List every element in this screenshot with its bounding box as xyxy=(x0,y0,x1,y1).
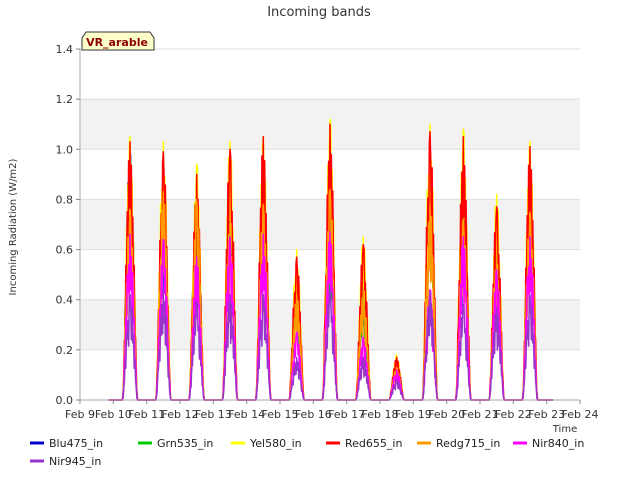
legend-label-Nir840_in: Nir840_in xyxy=(532,437,584,450)
x-tick-label: Feb 21 xyxy=(462,408,499,421)
x-axis-label: Time xyxy=(552,424,577,435)
x-tick-label: Feb 20 xyxy=(428,408,465,421)
y-tick-label: 1.4 xyxy=(56,43,74,56)
x-tick-label: Feb 10 xyxy=(95,408,132,421)
x-tick-label: Feb 19 xyxy=(395,408,432,421)
legend-label-Yel580_in: Yel580_in xyxy=(249,437,302,450)
y-tick-label: 0.6 xyxy=(56,244,74,257)
legend-label-Grn535_in: Grn535_in xyxy=(157,437,213,450)
badge: VR_arable xyxy=(81,31,155,51)
y-tick-label: 0.2 xyxy=(56,344,74,357)
x-tick-label: Feb 11 xyxy=(128,408,165,421)
badge-box xyxy=(81,31,155,51)
y-tick-label: 1.0 xyxy=(56,143,74,156)
x-tick-label: Feb 16 xyxy=(295,408,332,421)
legend-label-Red655_in: Red655_in xyxy=(345,437,402,450)
x-tick-label: Feb 22 xyxy=(495,408,532,421)
legend-label-Nir945_in: Nir945_in xyxy=(49,455,101,468)
badge-label: VR_arable xyxy=(86,36,148,49)
x-tick-label: Feb 9 xyxy=(65,408,95,421)
legend: Blu475_in Grn535_in Yel580_in Red655_in Redg… xyxy=(30,437,584,468)
x-tick-label: Feb 12 xyxy=(162,408,199,421)
y-tick-label: 1.2 xyxy=(56,93,74,106)
y-tick-label: 0.4 xyxy=(56,294,74,307)
x-tick-label: Feb 14 xyxy=(228,408,265,421)
y-tick-label: 0.0 xyxy=(56,394,74,407)
x-tick-label: Feb 13 xyxy=(195,408,232,421)
chart-title: Incoming bands xyxy=(267,5,371,20)
x-tick-label: Feb 18 xyxy=(362,408,399,421)
x-tick-label: Feb 15 xyxy=(262,408,299,421)
y-tick-label: 0.8 xyxy=(56,193,74,206)
x-tick-label: Feb 23 xyxy=(528,408,565,421)
x-tick-label: Feb 17 xyxy=(328,408,365,421)
legend-label-Redg715_in: Redg715_in xyxy=(436,437,500,450)
x-tick-label: Feb 24 xyxy=(562,408,599,421)
grid-band xyxy=(80,299,580,350)
y-axis-label: Incoming Radiation (W/m2) xyxy=(8,158,19,295)
legend-label-Blu475_in: Blu475_in xyxy=(49,437,103,450)
